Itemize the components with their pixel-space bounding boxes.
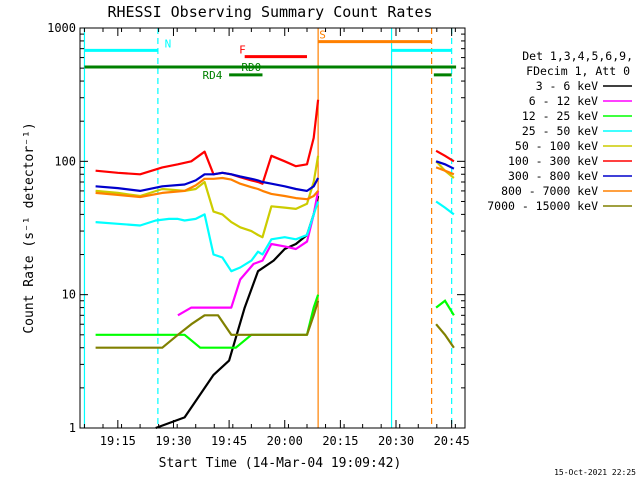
x-tick-label: 19:45 <box>211 434 247 448</box>
series-line-800-7000-kev-late <box>435 166 455 176</box>
legend-label-12-25-kev: 12 - 25 keV <box>522 109 598 123</box>
flag-label-rd0: RD0 <box>241 61 261 74</box>
x-tick-label: 19:15 <box>100 434 136 448</box>
x-tick-label: 20:00 <box>267 434 303 448</box>
y-tick-label: 1 <box>69 421 76 435</box>
legend-label-50-100-kev: 50 - 100 keV <box>515 139 598 153</box>
legend-label-3-6-kev: 3 - 6 keV <box>536 79 598 93</box>
series-line-3-6-kev <box>155 195 320 430</box>
x-axis-label: Start Time (14-Mar-04 19:09:42) <box>159 456 402 471</box>
flags-layer: N S F RD0 RD4 <box>84 29 457 82</box>
series-line-25-50-kev-late <box>435 200 455 216</box>
series-line-25-50-kev <box>95 201 320 273</box>
series-line-7000-15000-kev <box>95 300 320 349</box>
plot-area <box>83 28 453 428</box>
flag-label-n: N <box>165 37 172 50</box>
legend-label-300-800-kev: 300 - 800 keV <box>508 169 598 183</box>
series-line-6-12-kev <box>177 190 320 317</box>
footer-timestamp: 15-Oct-2021 22:25 <box>554 468 636 477</box>
series-line-100-300-kev-late <box>435 149 455 163</box>
series-line-7000-15000-kev-late <box>435 323 455 349</box>
axes-layer: 1 10 100 1000 19:15 19:30 19:45 20:00 20:15 20:30… <box>47 21 470 448</box>
x-tick-label: 20:15 <box>322 434 358 448</box>
flag-label-f: F <box>239 44 246 57</box>
legend-header-2: FDecim 1, Att 0 <box>526 64 630 78</box>
legend: Det 1,3,4,5,6,9, FDecim 1, Att 0 3 - 6 k… <box>487 49 633 213</box>
legend-header-1: Det 1,3,4,5,6,9, <box>522 49 633 63</box>
plot-frame <box>79 27 466 429</box>
flag-label-s: S <box>319 29 326 42</box>
legend-label-25-50-kev: 25 - 50 keV <box>522 124 598 138</box>
flag-label-rd4: RD4 <box>203 69 223 82</box>
series-line-12-25-kev-late <box>435 299 455 316</box>
x-tick-label: 20:30 <box>378 434 414 448</box>
series-line-800-7000-kev <box>95 176 319 201</box>
legend-label-800-7000-kev: 800 - 7000 keV <box>501 184 598 198</box>
x-tick-label: 20:45 <box>434 434 470 448</box>
legend-label-6-12-kev: 6 - 12 keV <box>529 94 598 108</box>
series-layer <box>95 99 455 430</box>
legend-label-7000-15000-kev: 7000 - 15000 keV <box>487 199 598 213</box>
y-tick-label: 1000 <box>47 21 76 35</box>
series-line-100-300-kev <box>95 99 320 185</box>
y-axis-label: Count Rate (s⁻¹ detector⁻¹) <box>22 122 37 333</box>
series-line-12-25-kev <box>95 294 320 349</box>
x-tick-label: 19:30 <box>155 434 191 448</box>
series-line-300-800-kev <box>95 171 320 192</box>
y-tick-label: 10 <box>62 288 76 302</box>
series-line-50-100-kev <box>95 155 320 239</box>
series-line-300-800-kev-late <box>435 160 455 170</box>
y-tick-label: 100 <box>54 154 76 168</box>
chart-title: RHESSI Observing Summary Count Rates <box>107 3 432 21</box>
legend-label-100-300-kev: 100 - 300 keV <box>508 154 598 168</box>
